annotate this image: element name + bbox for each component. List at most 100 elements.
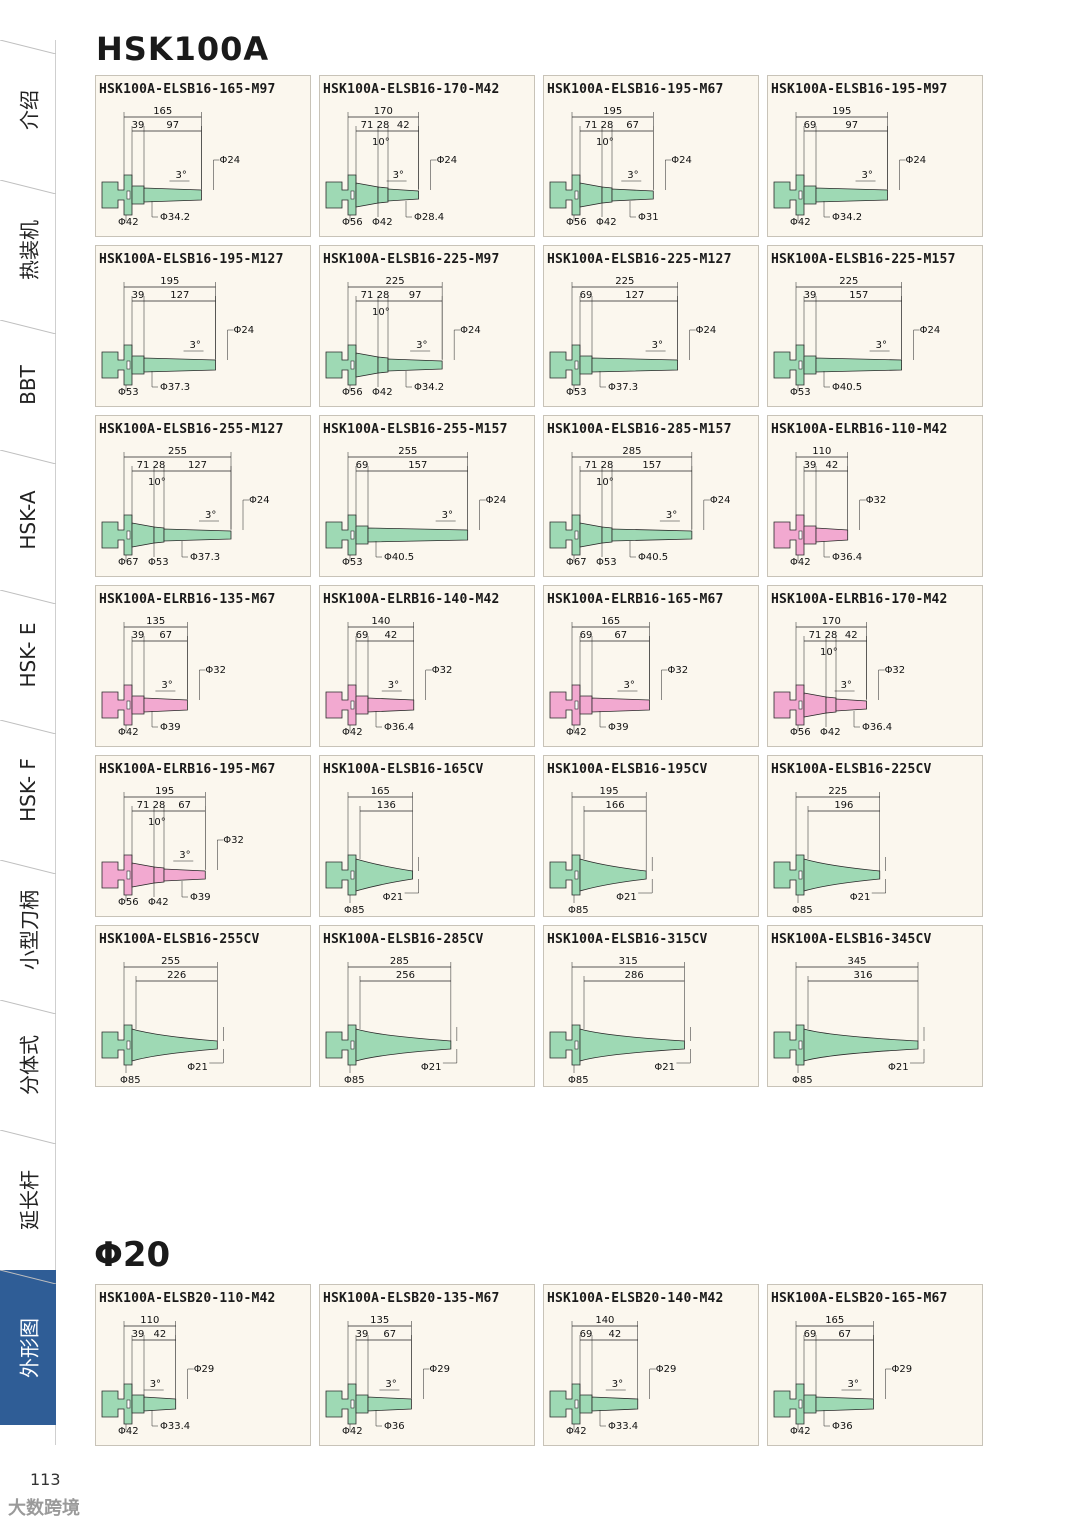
product-card: HSK100A-ELSB16-165-M97 165 39 97 3° Φ24 Φ42 Φ34… bbox=[95, 75, 311, 237]
dim-tip-dia: Φ21 bbox=[383, 892, 404, 903]
tool-body-green bbox=[325, 854, 414, 896]
dim-flange-dia: Φ56 bbox=[342, 387, 363, 398]
product-model: HSK100A-ELSB16-255-M157 bbox=[323, 422, 508, 437]
product-card: HSK100A-ELSB16-345CV 345 316 Φ21 Φ85 bbox=[767, 925, 983, 1087]
dim-segment-3: 127 bbox=[188, 460, 207, 471]
dim-segment-1: 71 bbox=[137, 460, 150, 471]
dim-segment-2: 157 bbox=[849, 290, 868, 301]
dim-segment-2: 67 bbox=[838, 1329, 851, 1340]
product-model: HSK100A-ELSB16-195-M97 bbox=[771, 82, 948, 97]
product-card: HSK100A-ELSB16-225CV 225 196 Φ21 Φ85 bbox=[767, 755, 983, 917]
dim-segment-2: 42 bbox=[385, 630, 398, 641]
dim-segment-2: 28 bbox=[153, 800, 166, 811]
dim-flange-dia: Φ42 bbox=[118, 217, 139, 228]
dim-flange-dia: Φ42 bbox=[790, 557, 811, 568]
dim-inner: 136 bbox=[377, 800, 396, 811]
dim-segment-2: 67 bbox=[383, 1329, 396, 1340]
dim-tip-dia: Φ32 bbox=[223, 835, 244, 846]
dim-segment-3: 42 bbox=[845, 630, 858, 641]
dim-total: 345 bbox=[847, 956, 866, 967]
dim-segment-1: 39 bbox=[132, 1329, 145, 1340]
product-model: HSK100A-ELRB16-195-M67 bbox=[99, 762, 276, 777]
sidebar-tab-3[interactable]: BBT bbox=[0, 320, 56, 450]
dim-tip-dia: Φ24 bbox=[234, 325, 255, 336]
product-model: HSK100A-ELSB16-285CV bbox=[323, 932, 484, 947]
dim-segment-2: 28 bbox=[153, 460, 166, 471]
sidebar-tab-5[interactable]: HSK- E bbox=[0, 590, 56, 720]
product-model: HSK100A-ELSB16-345CV bbox=[771, 932, 932, 947]
dim-segment-1: 69 bbox=[804, 1329, 817, 1340]
product-model: HSK100A-ELRB16-140-M42 bbox=[323, 592, 500, 607]
sidebar-tab-9[interactable]: 延长杆 bbox=[0, 1130, 56, 1270]
dim-total: 140 bbox=[371, 616, 390, 627]
sidebar-tab-7[interactable]: 小型刀柄 bbox=[0, 860, 56, 1000]
dim-total: 285 bbox=[390, 956, 409, 967]
product-model: HSK100A-ELSB16-170-M42 bbox=[323, 82, 500, 97]
page-number: 113 bbox=[30, 1470, 61, 1489]
sidebar-tab-4[interactable]: HSK-A bbox=[0, 450, 56, 590]
dim-flange-dia: Φ85 bbox=[120, 1075, 141, 1086]
product-model: HSK100A-ELSB16-255CV bbox=[99, 932, 260, 947]
tool-drawing: 255 69 157 3° Φ24 Φ53 Φ40.5 bbox=[325, 446, 506, 568]
product-card: HSK100A-ELRB16-140-M42 140 69 42 3° Φ32 Φ42 Φ36… bbox=[319, 585, 535, 747]
dim-segment-1: 39 bbox=[132, 120, 145, 131]
dim-flange-dia: Φ42 bbox=[566, 1426, 587, 1437]
sidebar-tab-2[interactable]: 热装机 bbox=[0, 180, 56, 320]
tool-drawing: 165 69 67 3° Φ32 Φ42 Φ39 bbox=[549, 616, 688, 738]
sidebar: 介绍 热装机 BBT HSK-A HSK- E HSK- F 小型刀柄分体式延长杆外形图 bbox=[0, 40, 56, 1445]
sidebar-tab-label: 外形图 bbox=[17, 1317, 42, 1378]
product-card: HSK100A-ELSB16-225-M97 225 71 28 97 10° 3° Φ24 Φ… bbox=[319, 245, 535, 407]
dim-nose-dia: Φ34.2 bbox=[160, 212, 190, 223]
product-card: HSK100A-ELSB16-225-M157 225 39 157 3° Φ24 Φ53 Φ… bbox=[767, 245, 983, 407]
dim-segment-2: 67 bbox=[159, 630, 172, 641]
sidebar-tab-6[interactable]: HSK- F bbox=[0, 720, 56, 860]
product-card: HSK100A-ELSB16-225-M127 225 69 127 3° Φ24 Φ53 Φ… bbox=[543, 245, 759, 407]
tool-drawing: 195 166 Φ21 Φ85 bbox=[549, 786, 653, 916]
section-title-phi20: Φ20 bbox=[94, 1235, 171, 1275]
dim-total: 165 bbox=[153, 106, 172, 117]
dim-segment-2: 127 bbox=[625, 290, 644, 301]
dim-total: 195 bbox=[600, 786, 619, 797]
dim-total: 110 bbox=[812, 446, 831, 457]
dim-cone-angle: 10° bbox=[148, 477, 166, 488]
sidebar-tab-1[interactable]: 介绍 bbox=[0, 40, 56, 180]
product-model: HSK100A-ELSB16-165CV bbox=[323, 762, 484, 777]
dim-inner: 166 bbox=[606, 800, 625, 811]
dim-segment-1: 71 bbox=[809, 630, 822, 641]
dim-flange-dia: Φ42 bbox=[342, 727, 363, 738]
product-card: HSK100A-ELSB16-195-M97 195 69 97 3° Φ24 Φ42 Φ34… bbox=[767, 75, 983, 237]
sidebar-tab-10[interactable]: 外形图 bbox=[0, 1270, 56, 1425]
dim-segment-2: 127 bbox=[170, 290, 189, 301]
product-card: HSK100A-ELSB20-135-M67 135 39 67 3° Φ29 Φ42 Φ36 bbox=[319, 1284, 535, 1446]
tool-body-green bbox=[101, 1383, 177, 1425]
dim-tip-dia: Φ24 bbox=[696, 325, 717, 336]
tool-drawing: 195 71 28 67 10° 3° Φ24 Φ56 Φ42 Φ31 bbox=[549, 106, 692, 228]
sidebar-tab-8[interactable]: 分体式 bbox=[0, 1000, 56, 1130]
product-model: HSK100A-ELSB16-165-M97 bbox=[99, 82, 276, 97]
product-model: HSK100A-ELSB16-195CV bbox=[547, 762, 708, 777]
dim-flange-dia: Φ85 bbox=[568, 1075, 589, 1086]
dim-flange-dia: Φ85 bbox=[792, 905, 813, 916]
dim-nose-dia: Φ36 bbox=[384, 1421, 405, 1432]
tool-body-green bbox=[325, 344, 443, 386]
sidebar-tab-label: 分体式 bbox=[17, 1035, 42, 1095]
tool-drawing: 195 69 97 3° Φ24 Φ42 Φ34.2 bbox=[773, 106, 926, 228]
product-card: HSK100A-ELSB20-165-M67 165 69 67 3° Φ29 Φ42 Φ36 bbox=[767, 1284, 983, 1446]
dim-mid-dia: Φ42 bbox=[372, 387, 393, 398]
dim-total: 165 bbox=[371, 786, 390, 797]
tool-body-green bbox=[101, 344, 216, 386]
tool-drawing: 225 39 157 3° Φ24 Φ53 Φ40.5 bbox=[773, 276, 940, 398]
product-model: HSK100A-ELSB16-225-M97 bbox=[323, 252, 500, 267]
dim-taper-angle: 3° bbox=[179, 850, 190, 861]
tool-body-green bbox=[773, 854, 881, 896]
dim-segment-2: 157 bbox=[408, 460, 427, 471]
dim-total: 165 bbox=[825, 1315, 844, 1326]
dim-mid-dia: Φ53 bbox=[148, 557, 169, 568]
dim-nose-dia: Φ40.5 bbox=[638, 552, 668, 563]
tool-drawing: 165 69 67 3° Φ29 Φ42 Φ36 bbox=[773, 1315, 912, 1437]
product-card: HSK100A-ELSB16-195-M127 195 39 127 3° Φ24 Φ53 Φ… bbox=[95, 245, 311, 407]
dim-taper-angle: 3° bbox=[862, 170, 873, 181]
